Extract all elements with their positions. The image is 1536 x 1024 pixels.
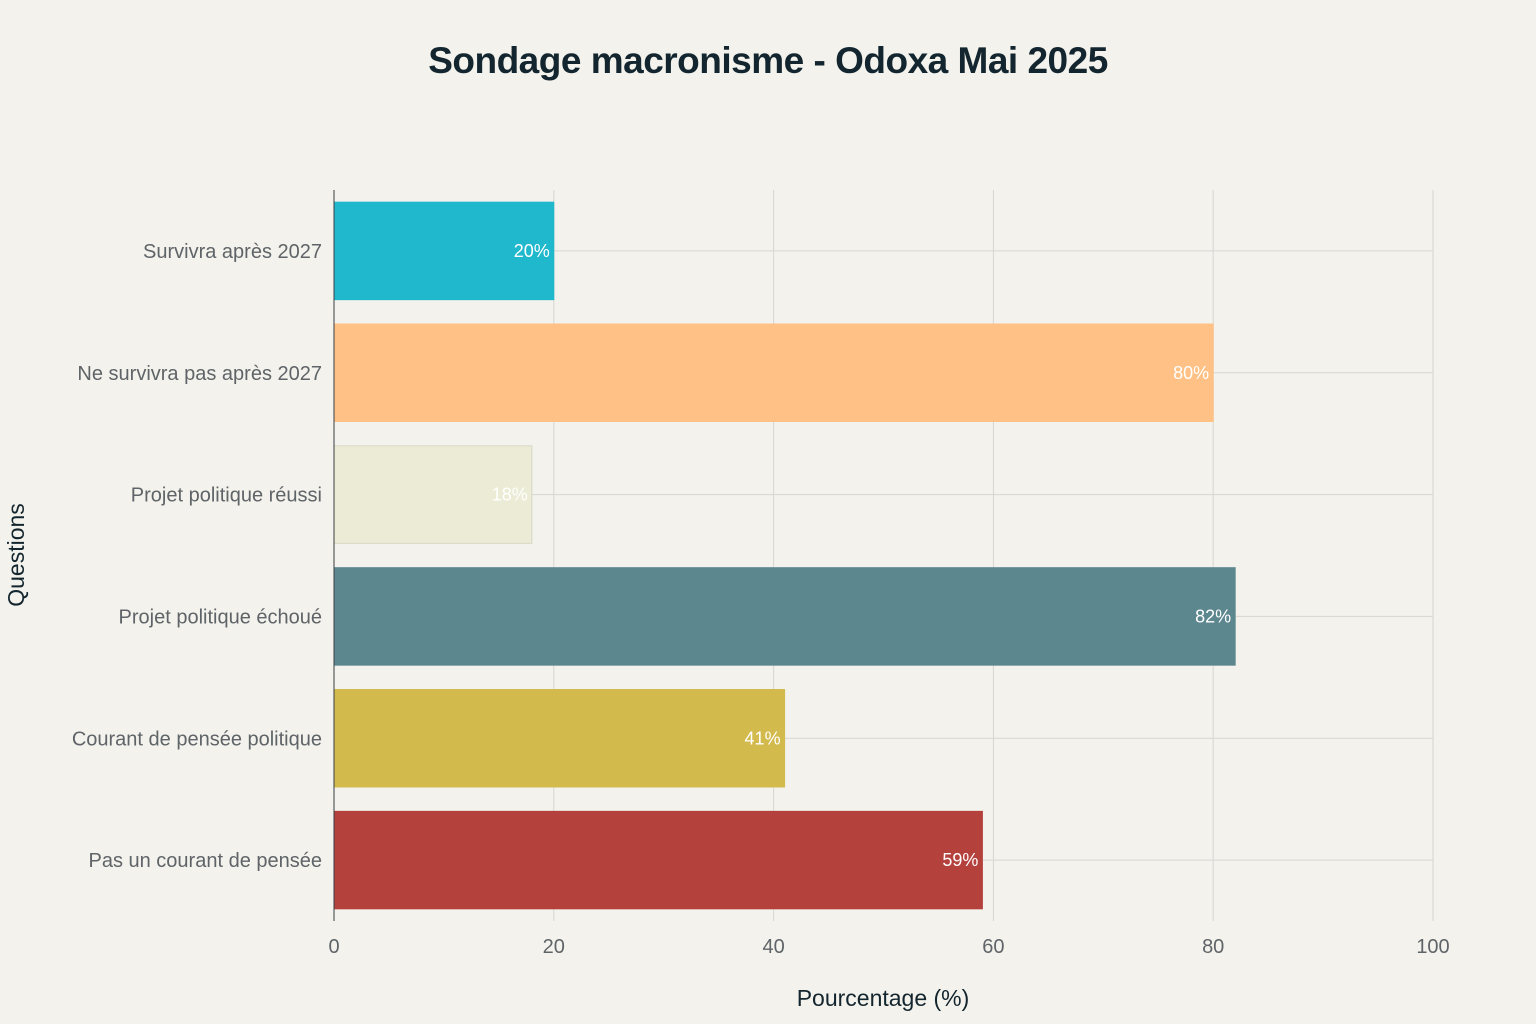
y-category-label: Courant de pensée politique (72, 728, 322, 750)
bar-data-label: 18% (492, 485, 528, 505)
bar (333, 323, 1214, 422)
y-category-label: Projet politique échoué (119, 606, 322, 628)
y-axis-title: Questions (3, 503, 29, 607)
x-tick-label: 100 (1416, 936, 1449, 958)
y-category-label: Survivra après 2027 (143, 241, 322, 263)
bar (333, 567, 1236, 666)
x-tick-label: 40 (762, 936, 784, 958)
x-tick-label: 80 (1202, 936, 1224, 958)
x-tick-label: 60 (982, 936, 1004, 958)
bar (333, 689, 786, 788)
y-category-label: Ne survivra pas après 2027 (77, 363, 322, 385)
chart-title: Sondage macronisme - Odoxa Mai 2025 (428, 40, 1108, 81)
y-category-label: Pas un courant de pensée (88, 850, 322, 872)
axes: 0 20 40 60 80 100 Survivra après 2027 Ne surviv… (72, 190, 1450, 958)
x-tick-label: 0 (328, 936, 339, 958)
x-tick-label: 20 (543, 936, 565, 958)
x-axis-title: Pourcentage (%) (797, 985, 970, 1011)
y-category-label: Projet politique réussi (131, 485, 322, 507)
bar (333, 810, 983, 910)
bar-data-label: 59% (942, 850, 978, 870)
bar-data-label: 82% (1195, 606, 1231, 626)
bar-data-label: 20% (514, 241, 550, 261)
bar-data-label: 80% (1173, 363, 1209, 383)
bar (333, 445, 533, 544)
bar-data-label: 41% (745, 728, 781, 748)
bar (333, 201, 555, 301)
bars: 20% 80% 18% 82% 41% 59% (333, 201, 1236, 910)
